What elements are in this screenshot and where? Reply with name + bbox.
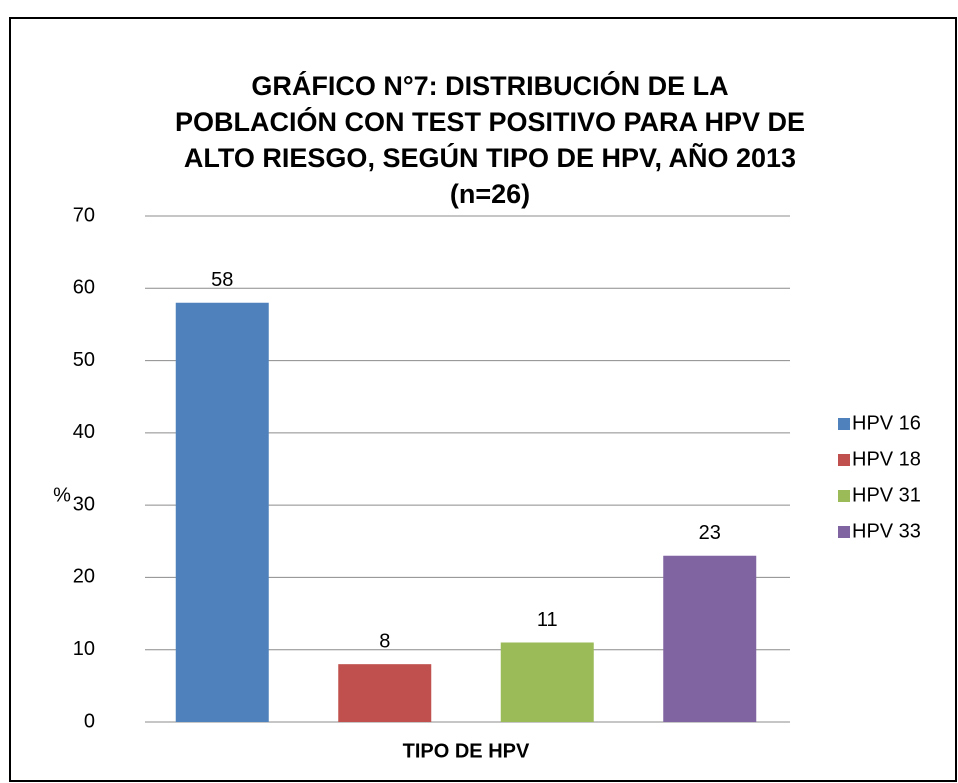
bar [175,302,269,722]
legend-swatch [838,454,850,466]
legend-swatch [838,526,850,538]
bar [338,664,432,722]
y-tick-label: 20 [73,566,95,588]
y-tick-label: 30 [73,493,95,515]
data-label: 58 [211,269,233,291]
legend-swatch [838,418,850,430]
legend-swatch [838,490,850,502]
legend-label: HPV 33 [852,520,921,542]
bar [663,555,757,722]
chart-frame [9,17,957,782]
chart-title: ALTO RIESGO, SEGÚN TIPO DE HPV, AÑO 2013 [184,142,796,173]
y-tick-label: 50 [73,349,95,371]
y-axis-label: % [53,484,71,506]
data-label: 11 [537,609,558,631]
legend-label: HPV 31 [852,484,921,506]
bar [500,642,594,722]
legend-label: HPV 16 [852,412,921,434]
chart-title: (n=26) [450,179,530,209]
y-tick-label: 60 [73,277,95,299]
legend-label: HPV 18 [852,448,921,470]
data-label: 8 [379,630,390,652]
data-label: 23 [699,522,721,544]
y-tick-label: 0 [84,710,95,732]
chart-title: GRÁFICO N°7: DISTRIBUCIÓN DE LA [251,70,728,101]
y-tick-label: 40 [73,421,95,443]
y-tick-label: 70 [73,204,95,226]
chart-title: POBLACIÓN CON TEST POSITIVO PARA HPV DE [175,106,805,137]
y-tick-label: 10 [73,638,95,660]
x-axis-label: TIPO DE HPV [403,740,530,762]
